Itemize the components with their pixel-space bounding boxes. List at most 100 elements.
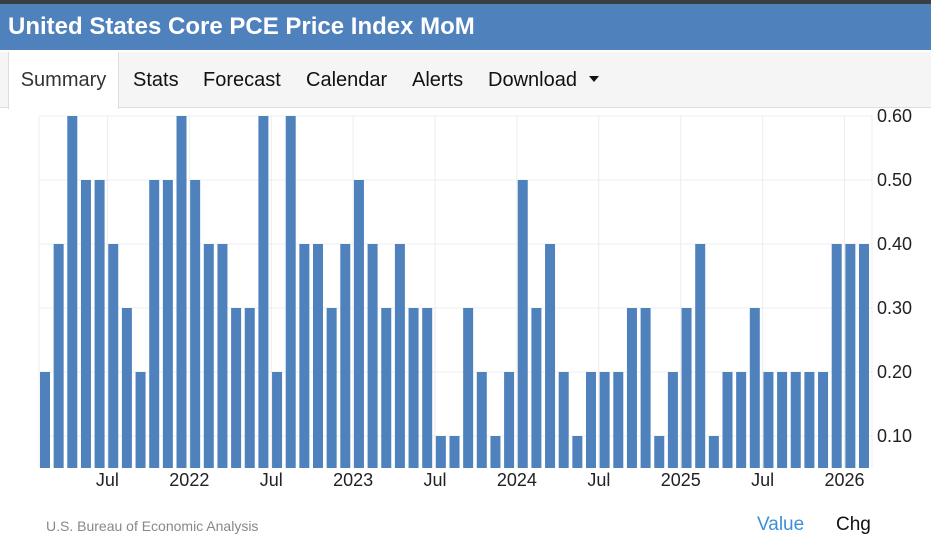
- bar[interactable]: [285, 116, 296, 468]
- bar[interactable]: [572, 436, 583, 468]
- bar[interactable]: [162, 180, 173, 468]
- bar[interactable]: [586, 372, 596, 468]
- bar[interactable]: [517, 180, 528, 468]
- bar[interactable]: [40, 372, 50, 468]
- value-button[interactable]: Value: [757, 514, 805, 535]
- bar[interactable]: [121, 308, 132, 468]
- bar[interactable]: [640, 308, 651, 468]
- bar[interactable]: [845, 244, 856, 468]
- bar[interactable]: [231, 308, 242, 468]
- bar[interactable]: [695, 244, 706, 468]
- x-tick-label: 2024: [497, 470, 537, 490]
- bar[interactable]: [531, 308, 542, 468]
- bar[interactable]: [244, 308, 255, 468]
- bar[interactable]: [790, 372, 801, 468]
- bar[interactable]: [326, 308, 337, 468]
- chg-button[interactable]: Chg: [836, 514, 871, 535]
- bar[interactable]: [654, 436, 665, 468]
- bar[interactable]: [408, 308, 419, 468]
- bar[interactable]: [217, 244, 228, 468]
- x-axis: Jul 2022 Jul 2023 Jul 2024 Jul 2025 Jul 2026: [96, 470, 865, 490]
- bar[interactable]: [504, 372, 515, 468]
- bar[interactable]: [367, 244, 378, 468]
- x-tick-label: 2025: [661, 470, 701, 490]
- x-tick-label: Jul: [260, 470, 283, 490]
- y-tick-label: 0.30: [877, 298, 912, 318]
- x-tick-label: 2026: [825, 470, 865, 490]
- bar[interactable]: [340, 244, 351, 468]
- bar[interactable]: [258, 116, 269, 468]
- tab-summary[interactable]: Summary: [8, 52, 119, 109]
- tab-bar: Summary Stats Forecast Calendar Alerts D…: [0, 52, 931, 109]
- bar[interactable]: [94, 180, 105, 468]
- tab-stats-label: Stats: [133, 69, 179, 91]
- source-label: U.S. Bureau of Economic Analysis: [46, 518, 259, 534]
- bar[interactable]: [108, 244, 119, 468]
- y-axis: 0.10 0.20 0.30 0.40 0.50 0.60: [877, 108, 912, 446]
- bar[interactable]: [299, 244, 310, 468]
- x-tick-label: 2023: [333, 470, 373, 490]
- bar[interactable]: [818, 372, 829, 468]
- y-tick-label: 0.20: [877, 362, 912, 382]
- tab-forecast-label: Forecast: [203, 69, 281, 91]
- bar[interactable]: [763, 372, 774, 468]
- bar[interactable]: [681, 308, 692, 468]
- bar[interactable]: [353, 180, 364, 468]
- x-tick-label: Jul: [751, 470, 774, 490]
- x-tick-label: Jul: [587, 470, 610, 490]
- bar[interactable]: [67, 116, 78, 468]
- bar[interactable]: [80, 180, 91, 468]
- bar[interactable]: [381, 308, 392, 468]
- tab-calendar-label: Calendar: [306, 69, 388, 91]
- bar[interactable]: [190, 180, 201, 468]
- y-tick-label: 0.10: [877, 426, 912, 446]
- chevron-down-icon: [588, 76, 599, 83]
- bar[interactable]: [831, 244, 842, 468]
- bar[interactable]: [558, 372, 569, 468]
- bar[interactable]: [708, 436, 719, 468]
- tab-stats[interactable]: Stats: [133, 52, 179, 108]
- bar[interactable]: [176, 116, 187, 468]
- bar[interactable]: [490, 436, 501, 468]
- x-tick-label: 2022: [169, 470, 209, 490]
- bar[interactable]: [599, 372, 610, 468]
- y-tick-label: 0.60: [877, 108, 912, 126]
- bar[interactable]: [272, 372, 283, 468]
- y-tick-label: 0.40: [877, 234, 912, 254]
- bar[interactable]: [777, 372, 788, 468]
- bar[interactable]: [463, 308, 474, 468]
- tab-summary-label: Summary: [20, 69, 107, 91]
- bar[interactable]: [149, 180, 160, 468]
- bar[interactable]: [422, 308, 433, 468]
- bar[interactable]: [476, 372, 487, 468]
- tab-alerts[interactable]: Alerts: [412, 52, 463, 108]
- bar[interactable]: [545, 244, 556, 468]
- bar[interactable]: [667, 372, 678, 468]
- tab-download-label: Download: [488, 69, 577, 91]
- page-title: United States Core PCE Price Index MoM: [0, 4, 931, 50]
- bar[interactable]: [613, 372, 624, 468]
- bar[interactable]: [313, 244, 323, 468]
- bar[interactable]: [135, 372, 146, 468]
- bar[interactable]: [736, 372, 747, 468]
- tab-download[interactable]: Download: [488, 52, 599, 108]
- tab-forecast[interactable]: Forecast: [203, 52, 281, 108]
- tab-alerts-label: Alerts: [412, 69, 464, 91]
- bar[interactable]: [859, 244, 869, 468]
- top-border: [0, 0, 931, 4]
- bar[interactable]: [435, 436, 446, 468]
- tab-calendar[interactable]: Calendar: [306, 52, 387, 108]
- bar[interactable]: [203, 244, 214, 468]
- bar[interactable]: [626, 308, 637, 468]
- bar[interactable]: [722, 372, 733, 468]
- bar[interactable]: [804, 372, 815, 468]
- y-tick-label: 0.50: [877, 170, 912, 190]
- bar[interactable]: [449, 436, 460, 468]
- bar[interactable]: [53, 244, 64, 468]
- bar[interactable]: [749, 308, 760, 468]
- bar[interactable]: [394, 244, 405, 468]
- x-tick-label: Jul: [96, 470, 119, 490]
- bar-layer: [40, 116, 869, 468]
- bar-chart: 0.100.200.300.400.500.60 Jul 2022 Jul 2023 J…: [38, 108, 912, 490]
- x-tick-label: Jul: [424, 470, 447, 490]
